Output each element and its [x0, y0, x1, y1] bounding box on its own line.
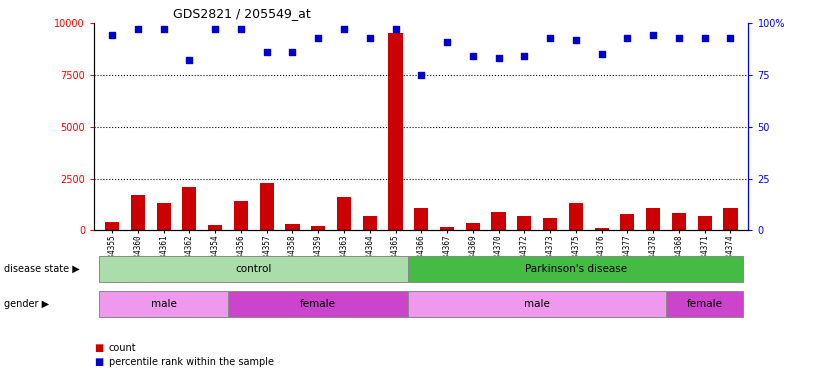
Point: [260, 49, 273, 55]
Text: GDS2821 / 205549_at: GDS2821 / 205549_at: [173, 7, 310, 20]
Bar: [156, 204, 171, 230]
Bar: [569, 204, 583, 230]
Point: [132, 26, 145, 32]
Point: [724, 35, 737, 41]
Bar: [666, 291, 744, 317]
Bar: [99, 291, 228, 317]
Bar: [517, 216, 532, 230]
Text: ■: ■: [94, 357, 103, 367]
Bar: [543, 218, 557, 230]
Text: percentile rank within the sample: percentile rank within the sample: [109, 357, 274, 367]
Point: [492, 55, 505, 61]
Point: [363, 35, 376, 41]
Point: [157, 26, 170, 32]
Point: [183, 57, 196, 63]
Bar: [285, 224, 299, 230]
Text: ■: ■: [94, 343, 103, 353]
Bar: [99, 256, 408, 282]
Text: gender ▶: gender ▶: [4, 299, 49, 309]
Bar: [465, 223, 480, 230]
Bar: [620, 214, 635, 230]
Point: [338, 26, 351, 32]
Point: [646, 32, 659, 38]
Point: [595, 51, 608, 57]
Bar: [208, 225, 222, 230]
Point: [209, 26, 222, 32]
Bar: [105, 222, 119, 230]
Bar: [362, 216, 377, 230]
Text: Parkinson's disease: Parkinson's disease: [525, 264, 627, 274]
Bar: [440, 227, 454, 230]
Bar: [408, 291, 666, 317]
Text: female: female: [686, 299, 722, 309]
Point: [672, 35, 685, 41]
Point: [518, 53, 531, 59]
Bar: [259, 183, 274, 230]
Bar: [389, 33, 402, 230]
Point: [106, 32, 119, 38]
Point: [698, 35, 711, 41]
Point: [389, 26, 402, 32]
Point: [235, 26, 248, 32]
Point: [440, 39, 453, 45]
Bar: [672, 213, 686, 230]
Bar: [311, 226, 326, 230]
Bar: [414, 208, 429, 230]
Text: male: male: [151, 299, 177, 309]
Bar: [234, 201, 248, 230]
Text: control: control: [236, 264, 272, 274]
Point: [621, 35, 634, 41]
Text: female: female: [300, 299, 336, 309]
Bar: [182, 187, 196, 230]
Point: [286, 49, 299, 55]
Bar: [131, 195, 145, 230]
Point: [415, 72, 428, 78]
Bar: [228, 291, 408, 317]
Bar: [723, 208, 738, 230]
Bar: [698, 216, 712, 230]
Bar: [492, 212, 506, 230]
Bar: [337, 197, 351, 230]
Point: [543, 35, 556, 41]
Point: [466, 53, 479, 59]
Point: [569, 36, 582, 43]
Text: male: male: [524, 299, 551, 309]
Point: [312, 35, 325, 41]
Text: disease state ▶: disease state ▶: [4, 264, 80, 274]
Bar: [408, 256, 744, 282]
Text: count: count: [109, 343, 137, 353]
Bar: [595, 228, 609, 230]
Bar: [646, 208, 660, 230]
